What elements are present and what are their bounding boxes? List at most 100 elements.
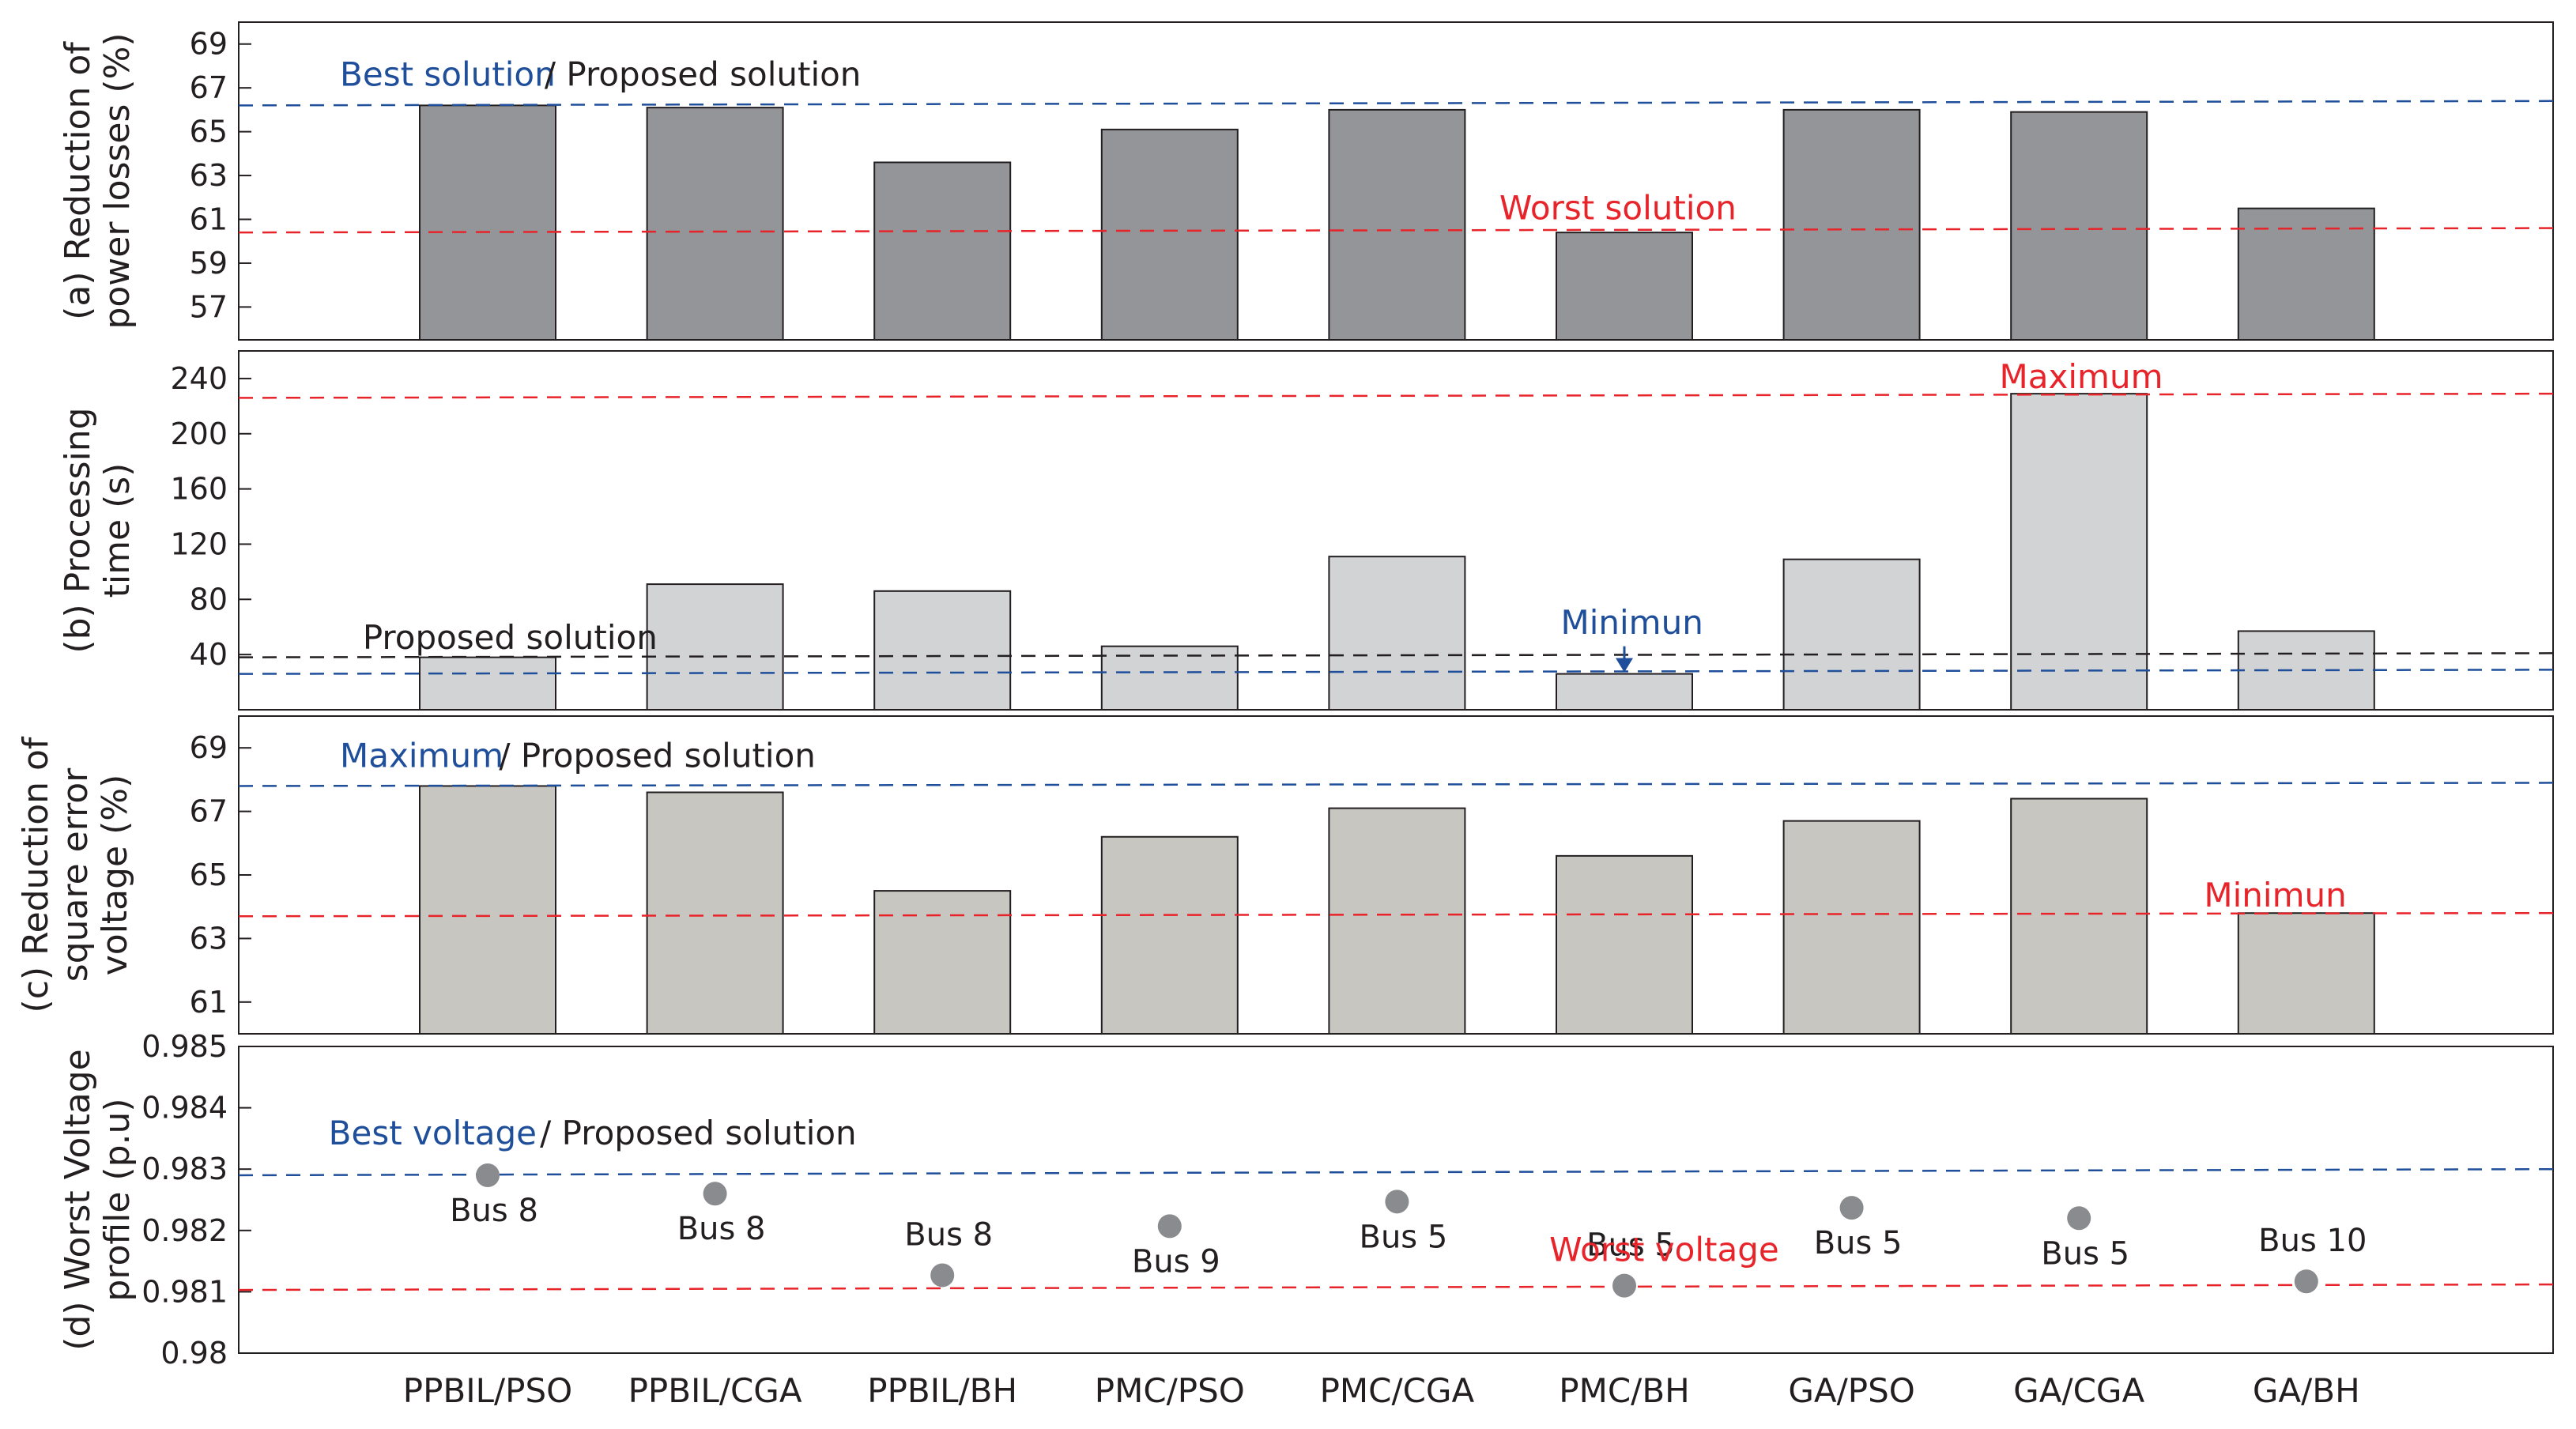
- bar-PMC/PSO: [1100, 645, 1239, 711]
- bar-PPBIL/CGA: [646, 791, 784, 1035]
- y-tick-label: 65: [190, 858, 228, 892]
- data-point-GA/PSO: [1839, 1196, 1864, 1220]
- data-point-PMC/CGA: [1385, 1190, 1409, 1214]
- bar-GA/CGA: [2010, 797, 2148, 1035]
- y-axis-label: power losses (%): [97, 32, 138, 329]
- y-axis-label: (c) Reduction of: [16, 736, 56, 1012]
- annotation-label: Minimun: [2204, 876, 2346, 914]
- reference-line-blue: [238, 669, 2554, 675]
- y-tick-label: 0.983: [141, 1152, 228, 1186]
- bar-PPBIL/PSO: [419, 104, 556, 341]
- bar-PPBIL/BH: [873, 161, 1012, 341]
- y-tick-label: 67: [190, 794, 228, 829]
- bar-GA/PSO: [1782, 820, 1921, 1035]
- bar-PPBIL/BH: [873, 890, 1012, 1035]
- y-tick-label: 160: [170, 472, 228, 507]
- bar-PPBIL/CGA: [646, 107, 784, 341]
- x-tick-label: PMC/CGA: [1320, 1371, 1475, 1410]
- annotation-label: Minimun: [1560, 603, 1703, 642]
- y-axis-label: (b) Processing: [58, 407, 98, 653]
- bar-GA/BH: [2237, 207, 2375, 341]
- y-tick-label: 120: [170, 526, 228, 561]
- y-axis-label: (a) Reduction of: [58, 41, 98, 320]
- panel-a: 57 59 61 63 65 67 69 (a) Reduction of power loss…: [58, 21, 2554, 341]
- bar-PMC/CGA: [1328, 108, 1466, 341]
- annotation-label: Maximum: [340, 736, 504, 775]
- panel-c: 61 63 65 67 69 (c) Reduction of square error vo…: [16, 715, 2554, 1035]
- y-tick-label: 69: [190, 27, 228, 62]
- bar-GA/PSO: [1782, 108, 1921, 341]
- y-tick-label: 0.982: [141, 1213, 228, 1248]
- annotation-label: Maximum: [2000, 357, 2163, 396]
- annotation-label: / Proposed solution: [499, 736, 816, 775]
- bus-label: Bus 5: [1586, 1227, 1675, 1264]
- x-tick-label: PMC/PSO: [1095, 1371, 1245, 1410]
- annotation-label: Best voltage: [329, 1114, 537, 1152]
- bar-PMC/BH: [1556, 673, 1693, 711]
- y-tick-label: 200: [170, 417, 228, 451]
- annotation-label: Proposed solution: [363, 618, 658, 657]
- bar-GA/CGA: [2010, 393, 2148, 711]
- reference-line-black: [238, 652, 2554, 658]
- bus-label: Bus 8: [450, 1193, 538, 1229]
- data-point-PPBIL/BH: [930, 1263, 955, 1288]
- y-tick-label: 67: [190, 70, 228, 105]
- reference-line-red: [238, 911, 2554, 918]
- reference-line-red: [238, 392, 2554, 399]
- y-tick-label: 65: [190, 115, 228, 149]
- bar-PMC/CGA: [1328, 807, 1466, 1035]
- x-tick-label: GA/PSO: [1788, 1371, 1914, 1410]
- y-axis-label: square error: [55, 767, 96, 982]
- bus-label: Bus 5: [1360, 1219, 1448, 1255]
- annotation-label: Worst voltage: [1549, 1231, 1779, 1269]
- x-tick-label: PPBIL/BH: [867, 1371, 1017, 1410]
- bar-PMC/BH: [1556, 232, 1693, 341]
- reference-line-red: [238, 227, 2554, 234]
- reference-line-blue: [238, 782, 2554, 787]
- y-tick-label: 240: [170, 361, 228, 396]
- bar-PMC/BH: [1556, 854, 1693, 1035]
- bar-GA/BH: [2237, 912, 2375, 1035]
- data-point-PMC/BH: [1612, 1273, 1636, 1298]
- y-tick-label: 0.98: [160, 1336, 228, 1371]
- y-tick-label: 40: [190, 637, 228, 672]
- annotation-label: / Proposed solution: [545, 55, 862, 93]
- y-tick-label: 0.985: [141, 1029, 228, 1064]
- y-axis-label: time (s): [97, 463, 138, 598]
- reference-line-blue: [238, 100, 2554, 107]
- y-tick-label: 63: [190, 158, 228, 193]
- bar-PPBIL/CGA: [646, 583, 784, 711]
- bar-PMC/PSO: [1100, 835, 1239, 1035]
- data-point-GA/BH: [2294, 1269, 2318, 1294]
- bus-label: Bus 8: [904, 1216, 993, 1253]
- reference-line-blue: [238, 1167, 2554, 1177]
- y-tick-label: 61: [190, 985, 228, 1020]
- x-tick-label: PPBIL/CGA: [628, 1371, 802, 1410]
- bus-label: Bus 5: [1814, 1225, 1903, 1261]
- annotation-label: Best solution: [340, 55, 556, 93]
- x-tick-label: GA/BH: [2253, 1371, 2360, 1410]
- bar-PPBIL/BH: [873, 590, 1012, 711]
- bar-PPBIL/PSO: [419, 656, 556, 711]
- bus-label: Bus 8: [677, 1211, 766, 1247]
- y-tick-label: 0.981: [141, 1274, 228, 1309]
- x-tick-label: GA/CGA: [2013, 1371, 2144, 1410]
- y-tick-label: 61: [190, 202, 228, 237]
- bus-label: Bus 9: [1132, 1243, 1220, 1280]
- data-point-PMC/PSO: [1157, 1214, 1182, 1239]
- y-axis-label: profile (p.u): [97, 1098, 138, 1301]
- panel-b: 40 80 120 160 200 240 (b) Processing time (s) Ma…: [58, 350, 2554, 711]
- panel-d: 0.98 0.981 0.982 0.983 0.984 0.985 (d) Worst V…: [58, 1029, 2554, 1371]
- y-tick-label: 57: [190, 289, 228, 324]
- data-point-GA/CGA: [2067, 1206, 2091, 1231]
- arrow-head-icon: [1616, 658, 1633, 673]
- bus-label: Bus 5: [2041, 1235, 2129, 1272]
- y-tick-label: 69: [190, 730, 228, 765]
- y-tick-label: 0.984: [141, 1091, 228, 1125]
- y-axis-label: voltage (%): [95, 775, 135, 976]
- data-point-PPBIL/CGA: [703, 1182, 727, 1206]
- bar-GA/CGA: [2010, 111, 2148, 341]
- x-tick-label: PPBIL/PSO: [403, 1371, 572, 1410]
- x-tick-label: PMC/BH: [1559, 1371, 1689, 1410]
